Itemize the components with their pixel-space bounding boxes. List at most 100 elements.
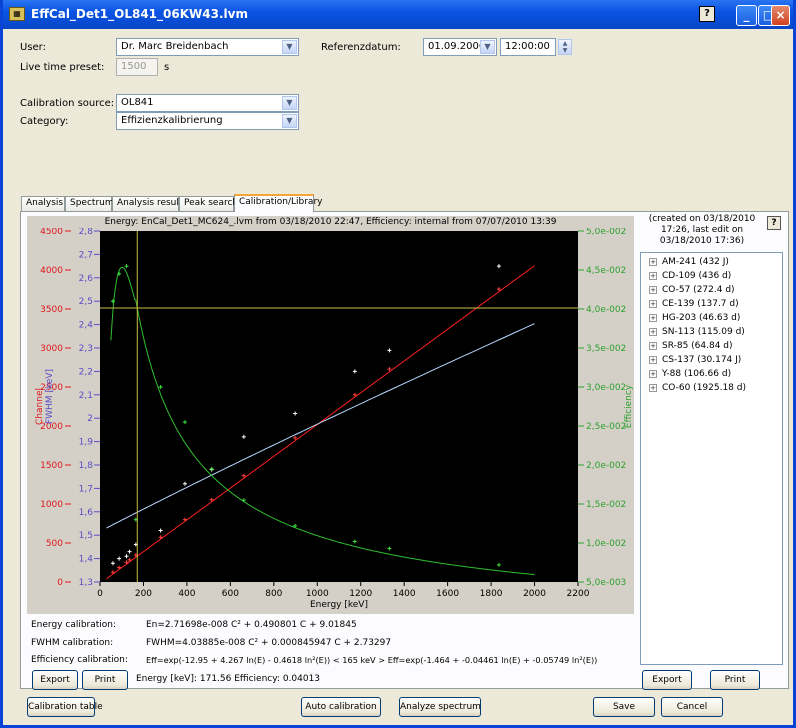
live-time-unit: s: [164, 62, 169, 73]
efficiency-tick-label: 2,0e-002: [586, 461, 626, 471]
library-item-label: AM-241 (432 J): [662, 257, 729, 267]
x-tick-label: 1800: [480, 589, 503, 599]
fwhm-tick-label: 2,4: [79, 321, 94, 331]
library-item-label: CO-60 (1925.18 d): [662, 383, 746, 393]
chevron-down-icon[interactable]: ▼: [480, 40, 495, 54]
expand-icon[interactable]: +: [649, 384, 657, 392]
library-print-button[interactable]: Print: [710, 670, 760, 690]
tab-peak-search[interactable]: Peak search: [179, 196, 234, 211]
channel-tick-label: 3500: [40, 305, 63, 315]
x-axis-label: Energy [keV]: [310, 600, 368, 610]
date-picker[interactable]: 01.09.2006 ▼: [423, 38, 497, 56]
fwhm-tick-label: 1,9: [79, 438, 94, 448]
library-item[interactable]: + CO-60 (1925.18 d): [649, 383, 746, 393]
save-button[interactable]: Save: [593, 697, 655, 717]
x-tick-label: 1600: [436, 589, 459, 599]
channel-tick-label: 3000: [40, 344, 63, 354]
tab-analysis-results[interactable]: Analysis results: [112, 196, 179, 211]
x-tick-label: 0: [97, 589, 103, 599]
print-button[interactable]: Print: [82, 670, 128, 690]
efficiency-tick-label: 5,0e-003: [586, 578, 626, 588]
fwhm-tick-label: 2,7: [79, 250, 93, 260]
library-item[interactable]: + CO-57 (272.4 d): [649, 285, 735, 295]
expand-icon[interactable]: +: [649, 342, 657, 350]
channel-tick-label: 1500: [40, 461, 63, 471]
library-item[interactable]: + CE-139 (137.7 d): [649, 299, 739, 309]
tab-analysis[interactable]: Analysis: [21, 196, 65, 211]
efficiency-calibration-label: Efficiency calibration:: [31, 655, 128, 665]
library-item-label: HG-203 (46.63 d): [662, 313, 740, 323]
chevron-down-icon[interactable]: ▼: [282, 114, 297, 128]
library-item[interactable]: + SN-113 (115.09 d): [649, 327, 745, 337]
close-button[interactable]: ×: [771, 5, 790, 26]
time-input[interactable]: 12:00:00: [500, 38, 556, 56]
library-item-label: CE-139 (137.7 d): [662, 299, 739, 309]
tab-calibration-library[interactable]: Calibration/Library: [234, 194, 314, 212]
referenzdatum-label: Referenzdatum:: [321, 42, 401, 53]
library-item[interactable]: + Y-88 (106.66 d): [649, 369, 731, 379]
expand-icon[interactable]: +: [649, 314, 657, 322]
cancel-button[interactable]: Cancel: [661, 697, 723, 717]
library-item-label: Y-88 (106.66 d): [662, 369, 731, 379]
chevron-down-icon[interactable]: ▼: [282, 96, 297, 110]
user-select-value: Dr. Marc Breidenbach: [121, 41, 228, 52]
calibration-source-label: Calibration source:: [20, 98, 114, 109]
library-item[interactable]: + SR-85 (64.84 d): [649, 341, 733, 351]
channel-axis-label: Channel: [35, 388, 45, 425]
expand-icon[interactable]: +: [649, 258, 657, 266]
efficiency-calibration-value: Eff=exp(-12.95 + 4.267 ln(E) - 0.4618 ln…: [146, 655, 597, 665]
time-value: 12:00:00: [505, 41, 550, 52]
channel-tick-label: 0: [57, 578, 63, 588]
library-item-label: CO-57 (272.4 d): [662, 285, 735, 295]
analyze-spectrum-button[interactable]: Analyze spectrum: [399, 697, 481, 717]
x-tick-label: 400: [178, 589, 195, 599]
calibration-table-button[interactable]: Calibration table: [27, 697, 95, 717]
efficiency-tick-label: 4,0e-002: [586, 305, 626, 315]
library-export-button[interactable]: Export: [642, 670, 692, 690]
auto-calibration-button[interactable]: Auto calibration: [301, 697, 381, 717]
time-spinner-icon[interactable]: ▲ ▼: [558, 39, 572, 55]
library-item-label: CS-137 (30.174 J): [662, 355, 741, 365]
library-list[interactable]: + AM-241 (432 J) + CD-109 (436 d) + CO-57 (27…: [640, 252, 783, 665]
library-item[interactable]: + AM-241 (432 J): [649, 257, 729, 267]
library-help-icon[interactable]: ?: [767, 216, 781, 230]
user-select[interactable]: Dr. Marc Breidenbach ▼: [116, 38, 299, 56]
calibration-source-value: OL841: [121, 97, 154, 108]
live-time-input[interactable]: 1500: [116, 58, 158, 76]
library-item[interactable]: + HG-203 (46.63 d): [649, 313, 740, 323]
library-item-label: SR-85 (64.84 d): [662, 341, 733, 351]
calibration-source-select[interactable]: OL841 ▼: [116, 94, 299, 112]
library-item[interactable]: + CD-109 (436 d): [649, 271, 731, 281]
efficiency-tick-label: 3,0e-002: [586, 383, 626, 393]
plot-area: [100, 231, 578, 582]
x-tick-label: 800: [265, 589, 282, 599]
calibration-chart[interactable]: 0 200 400 600 800 1000 1200 1400 1600 1800 2000 220…: [27, 228, 634, 614]
expand-icon[interactable]: +: [649, 300, 657, 308]
fwhm-tick-label: 1,8: [79, 461, 94, 471]
expand-icon[interactable]: +: [649, 370, 657, 378]
expand-icon[interactable]: +: [649, 272, 657, 280]
fwhm-tick-label: 1,5: [79, 531, 93, 541]
fwhm-tick-label: 2: [87, 414, 93, 424]
chevron-down-icon[interactable]: ▼: [282, 40, 297, 54]
fwhm-tick-label: 1,6: [79, 508, 94, 518]
channel-tick-label: 1000: [40, 500, 63, 510]
tab-spectrum[interactable]: Spectrum: [65, 196, 112, 211]
expand-icon[interactable]: +: [649, 328, 657, 336]
expand-icon[interactable]: +: [649, 286, 657, 294]
x-tick-label: 600: [222, 589, 239, 599]
category-label: Category:: [20, 116, 68, 127]
help-icon[interactable]: ?: [699, 6, 715, 22]
fwhm-calibration-label: FWHM calibration:: [31, 638, 113, 648]
export-button[interactable]: Export: [32, 670, 78, 690]
minimize-button[interactable]: _: [736, 5, 757, 26]
category-value: Effizienzkalibrierung: [121, 115, 223, 126]
category-select[interactable]: Effizienzkalibrierung ▼: [116, 112, 299, 130]
library-item[interactable]: + CS-137 (30.174 J): [649, 355, 741, 365]
x-tick-label: 2000: [523, 589, 546, 599]
channel-tick-label: 4000: [40, 266, 63, 276]
fwhm-calibration-value: FWHM=4.03885e-008 C² + 0.000845947 C + 2…: [146, 638, 391, 648]
fwhm-tick-label: 2,5: [79, 297, 93, 307]
expand-icon[interactable]: +: [649, 356, 657, 364]
